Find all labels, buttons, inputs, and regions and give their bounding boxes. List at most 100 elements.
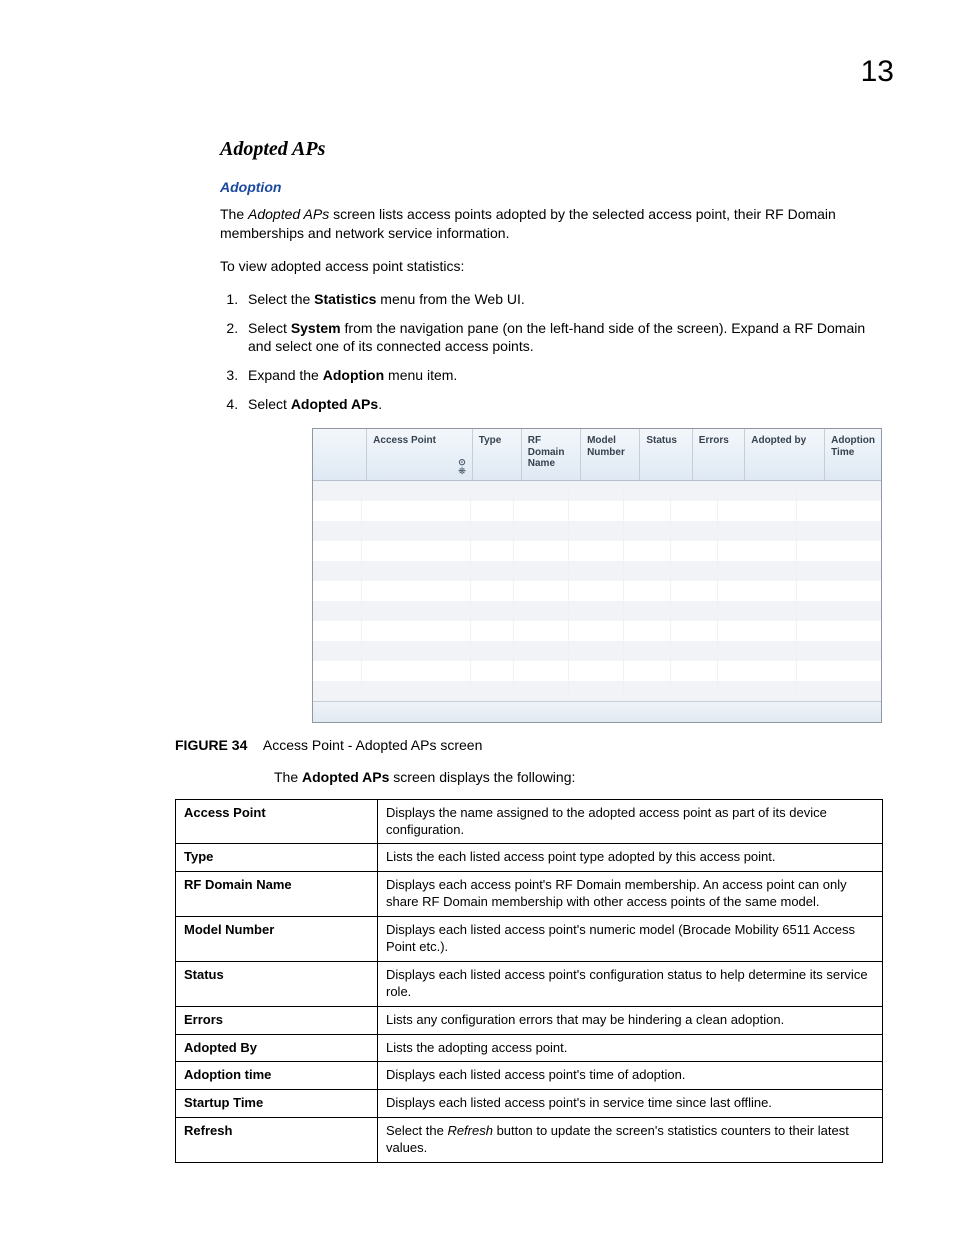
table-cell [718,661,797,681]
subhead-adoption: Adoption [220,179,880,195]
def-row: Startup TimeDisplays each listed access … [176,1090,883,1118]
table-row[interactable] [313,621,881,641]
header-status[interactable]: Status [640,429,692,480]
table-cell [313,681,362,701]
table-cell [569,661,624,681]
header-access-point[interactable]: Access Point ⊙⁜ [367,429,473,480]
lead-pre: The [274,769,302,785]
table-cell [797,621,881,641]
sort-icon[interactable]: ⊙⁜ [458,458,466,476]
display-lead-sentence: The Adopted APs screen displays the foll… [274,769,880,785]
header-rf-domain-name[interactable]: RF Domain Name [522,429,581,480]
lead-bold: Adopted APs [302,769,389,785]
table-cell [797,481,881,501]
def-key: RF Domain Name [176,872,378,917]
table-cell [624,521,671,541]
table-cell [797,521,881,541]
table-row[interactable] [313,681,881,701]
figure-label: FIGURE 34 [175,737,247,753]
table-cell [471,481,514,501]
table-cell [514,681,569,701]
table-cell [671,681,718,701]
table-cell [569,501,624,521]
def-value: Lists the adopting access point. [378,1034,883,1062]
table-row[interactable] [313,541,881,561]
def-row: Access PointDisplays the name assigned t… [176,799,883,844]
table-cell [362,681,471,701]
table-row[interactable] [313,601,881,621]
table-cell [471,661,514,681]
screenshot-footer-bar [313,701,881,723]
table-row[interactable] [313,661,881,681]
table-cell [671,621,718,641]
table-cell [471,561,514,581]
table-cell [718,681,797,701]
main-content: Adopted APs Adoption The Adopted APs scr… [220,138,880,1163]
header-type[interactable]: Type [473,429,522,480]
step-3-bold: Adoption [323,367,384,383]
table-cell [797,641,881,661]
table-cell [569,681,624,701]
intro-em: Adopted APs [248,206,329,222]
table-cell [624,621,671,641]
table-row[interactable] [313,561,881,581]
header-adoption-time[interactable]: Adoption Time [825,429,881,480]
table-cell [718,641,797,661]
adopted-aps-screenshot: Access Point ⊙⁜ Type RF Domain Name Mode… [312,428,882,723]
table-cell [569,601,624,621]
def-row: ErrorsLists any configuration errors tha… [176,1006,883,1034]
table-cell [797,661,881,681]
table-cell [624,581,671,601]
table-cell [718,621,797,641]
header-adopted-by[interactable]: Adopted by [745,429,825,480]
table-cell [514,621,569,641]
def-key: Errors [176,1006,378,1034]
def-row: TypeLists the each listed access point t… [176,844,883,872]
table-cell [624,681,671,701]
table-cell [362,601,471,621]
table-cell [624,481,671,501]
table-cell [514,601,569,621]
table-cell [313,661,362,681]
table-row[interactable] [313,581,881,601]
table-cell [671,541,718,561]
table-row[interactable] [313,501,881,521]
table-cell [313,561,362,581]
table-cell [718,581,797,601]
table-cell [718,541,797,561]
table-cell [797,601,881,621]
step-3-post: menu item. [384,367,457,383]
table-cell [362,541,471,561]
table-cell [671,641,718,661]
table-cell [797,681,881,701]
step-1-pre: Select the [248,291,314,307]
table-cell [718,561,797,581]
table-cell [671,481,718,501]
table-cell [624,661,671,681]
table-cell [671,601,718,621]
table-cell [624,561,671,581]
def-row-refresh: RefreshSelect the Refresh button to upda… [176,1118,883,1163]
table-cell [362,501,471,521]
def-value: Displays each listed access point's conf… [378,961,883,1006]
table-cell [362,481,471,501]
def-value: Lists any configuration errors that may … [378,1006,883,1034]
table-cell [471,641,514,661]
table-row[interactable] [313,521,881,541]
table-row[interactable] [313,481,881,501]
table-cell [514,521,569,541]
def-value: Select the Refresh button to update the … [378,1118,883,1163]
table-row[interactable] [313,641,881,661]
step-4-bold: Adopted APs [291,396,378,412]
header-errors[interactable]: Errors [693,429,745,480]
table-cell [362,561,471,581]
definition-table: Access PointDisplays the name assigned t… [175,799,883,1163]
header-model-number[interactable]: Model Number [581,429,640,480]
screenshot-header-row: Access Point ⊙⁜ Type RF Domain Name Mode… [313,429,881,481]
table-cell [514,561,569,581]
table-cell [362,641,471,661]
table-cell [671,581,718,601]
def-key: Type [176,844,378,872]
step-1-bold: Statistics [314,291,376,307]
section-title: Adopted APs [220,138,880,161]
